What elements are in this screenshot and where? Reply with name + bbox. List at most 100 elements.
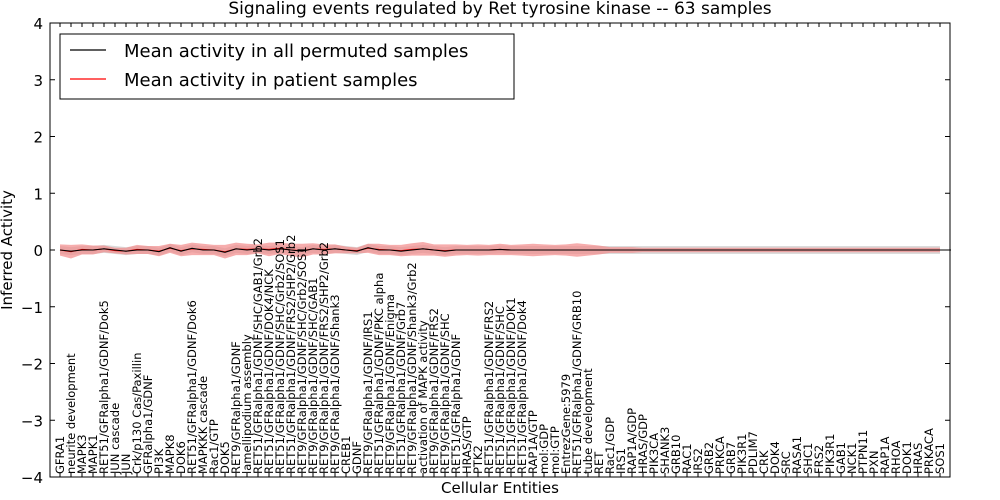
x-tick-label: CRK bbox=[757, 450, 771, 474]
x-tick-label: RET9/GFRalpha1/GDNF/IRS1 bbox=[361, 311, 375, 474]
x-tick-label: PTK2 bbox=[471, 445, 485, 474]
y-axis-label: Inferred Activity bbox=[0, 190, 16, 310]
y-tick-label: −4 bbox=[21, 469, 43, 487]
x-axis-ticks bbox=[59, 23, 941, 477]
patient-band bbox=[60, 242, 940, 259]
x-tick-label: PRKCA bbox=[713, 436, 727, 474]
x-tick-label: MAPKKK cascade bbox=[196, 376, 210, 474]
x-tick-label: RET9/GFRalpha1/GDNF/Shank3/Grb2 bbox=[405, 262, 419, 474]
x-tick-label: RET bbox=[592, 451, 606, 474]
series-line-permuted bbox=[59, 247, 951, 253]
patient-band-layer bbox=[60, 242, 940, 259]
x-tick-label: RET51/GFRalpha1/GDNF/SHC bbox=[493, 306, 507, 474]
x-tick-label: SHC1 bbox=[801, 443, 815, 474]
x-tick-label: EntrezGene:5979 bbox=[559, 374, 573, 474]
x-tick-label: HRAS/GDP bbox=[636, 414, 650, 474]
x-tick-label: mol:GDP bbox=[537, 424, 551, 474]
x-tick-label: GDNF bbox=[350, 441, 364, 474]
x-tick-label: GRB2 bbox=[702, 442, 716, 474]
y-tick-label: 4 bbox=[33, 15, 43, 33]
y-tick-label: −1 bbox=[21, 299, 43, 317]
x-tick-label: RASA1 bbox=[790, 436, 804, 474]
x-tick-label: MAPK3 bbox=[75, 434, 89, 474]
x-tick-label: RET9/GFRalpha1/GDNF/SHC/GAB1 bbox=[306, 278, 320, 475]
x-tick-label: DOK5 bbox=[218, 441, 232, 474]
x-tick-label: NCK1 bbox=[845, 443, 859, 475]
x-tick-label: PI3K bbox=[152, 448, 166, 474]
x-tick-label: RET9/GFRalpha1/GDNF/FRS2/SHP2/Grb2 bbox=[317, 242, 331, 474]
x-tick-label: SHANK3 bbox=[658, 427, 672, 474]
x-tick-label: PIK3R1 bbox=[735, 434, 749, 475]
x-tick-label: RET9/GFRalpha1/GDNF bbox=[229, 341, 243, 474]
x-tick-label: RET51/GFRalpha1/GDNF/DOK4/NCK bbox=[262, 269, 276, 474]
x-tick-label: JUN cascade bbox=[108, 403, 122, 475]
x-tick-label: GRB10 bbox=[669, 435, 683, 474]
x-tick-label: SOS1 bbox=[933, 443, 947, 474]
x-tick-label: PXN bbox=[867, 451, 881, 474]
x-tick-label: CREB1 bbox=[339, 436, 353, 475]
x-tick-label: neurite development bbox=[64, 353, 78, 474]
legend: Mean activity in all permuted samples Me… bbox=[59, 33, 515, 100]
x-tick-label: PDLIM7 bbox=[746, 431, 760, 474]
x-tick-label: DOK6 bbox=[174, 441, 188, 474]
x-tick-label: RAP1A bbox=[878, 436, 892, 474]
x-tick-label: RET51/GFRalpha1/GDNF/Grb7 bbox=[394, 302, 408, 474]
x-tick-label: GFRalpha1/GDNF bbox=[141, 375, 155, 474]
x-tick-label: GFRA1 bbox=[53, 436, 67, 474]
x-tick-label: Rac1/GTP bbox=[207, 419, 221, 474]
x-tick-label: IRS1 bbox=[614, 448, 628, 474]
x-tick-label: IRS2 bbox=[691, 448, 705, 474]
x-tick-label: RAP1A/GTP bbox=[526, 410, 540, 474]
x-tick-label: tube development bbox=[581, 368, 595, 474]
x-tick-label: lamellipodium assembly bbox=[240, 334, 254, 474]
x-tick-label: RET51/GFRalpha1/GDNF bbox=[449, 334, 463, 474]
x-tick-label: MAPK8 bbox=[163, 434, 177, 474]
x-tick-label: RET51/GFRalpha1/GDNF/Dok6 bbox=[185, 300, 199, 474]
x-tick-label: Rac1/GDP bbox=[603, 417, 617, 474]
x-tick-label: RET51/GFRalpha1/GDNF/PKC alpha bbox=[372, 273, 386, 474]
x-tick-label: PIK3R1 bbox=[823, 434, 837, 475]
y-tick-label: 0 bbox=[33, 242, 43, 260]
x-tick-label: RET51/GFRalpha1/GDNF/GRB10 bbox=[570, 291, 584, 474]
y-tick-label: −3 bbox=[21, 412, 43, 430]
x-tick-label: RET9/GFRalpha1/GDNF/Shank3 bbox=[328, 294, 342, 474]
y-axis-ticks: −4 −3 −2 −1 0 1 2 3 4 bbox=[21, 15, 950, 487]
x-tick-label: HRAS/GTP bbox=[460, 416, 474, 474]
x-tick-label: GRB7 bbox=[724, 442, 738, 474]
x-tick-label: PIK3CA bbox=[647, 433, 661, 474]
series-lines-layer bbox=[59, 247, 951, 253]
x-tick-label: RET51/GFRalpha1/GDNF/FRS2/SHP2/Grb2 bbox=[284, 235, 298, 474]
x-tick-label: HRAS bbox=[911, 443, 925, 474]
x-tick-label: RET51/GFRalpha1/GDNF/DOK1 bbox=[504, 297, 518, 474]
x-tick-label: GAB1 bbox=[834, 442, 848, 474]
legend-frame bbox=[59, 33, 515, 100]
x-tick-label: FRS2 bbox=[812, 445, 826, 474]
y-tick-label: 3 bbox=[33, 72, 43, 90]
x-tick-label: RET51/GFRalpha1/GDNF/Dok4 bbox=[515, 300, 529, 474]
x-tick-label: SRC bbox=[779, 451, 793, 474]
x-tick-label: RET51/GFRalpha1/GDNF/Dok5 bbox=[97, 300, 111, 474]
x-tick-label: MAPK1 bbox=[86, 434, 100, 474]
x-tick-label: PRKACA bbox=[922, 428, 936, 474]
y-tick-label: −2 bbox=[21, 356, 43, 374]
x-tick-label: RET51/GFRalpha1/GDNF/FRS2 bbox=[482, 301, 496, 474]
x-axis-label: Cellular Entities bbox=[441, 479, 559, 497]
x-tick-label: RET9/GFRalpha1/GDNF/SHC/Grb2/SOS1 bbox=[295, 246, 309, 474]
x-tick-label: activation of MAPK activity bbox=[416, 320, 430, 474]
x-tick-label: RAC1 bbox=[680, 443, 694, 474]
chart-title: Signaling events regulated by Ret tyrosi… bbox=[228, 0, 771, 19]
x-tick-label: RET51/GFRalpha1/GDNF/SHC/Grb2/SOS1 bbox=[273, 239, 287, 474]
x-tick-label: RET9/GFRalpha1/GDNF/SHC bbox=[438, 313, 452, 474]
x-tick-label: RET9/GFRalpha1/GDNF/Enigma bbox=[383, 294, 397, 474]
x-tick-label: JUN bbox=[119, 454, 133, 475]
y-tick-label: 1 bbox=[33, 185, 43, 203]
legend-label-permuted: Mean activity in all permuted samples bbox=[124, 41, 468, 62]
x-tick-label: RET9/GFRalpha1/GDNF/FRS2 bbox=[427, 308, 441, 474]
x-tick-label: RHOA bbox=[889, 441, 903, 474]
x-tick-label: DOK1 bbox=[900, 441, 914, 474]
x-tick-label: RET51/GFRalpha1/GDNF/SHC/GAB1/Grb2 bbox=[251, 238, 265, 474]
x-tick-label: mol:GTP bbox=[548, 426, 562, 474]
y-tick-label: 2 bbox=[33, 129, 43, 147]
